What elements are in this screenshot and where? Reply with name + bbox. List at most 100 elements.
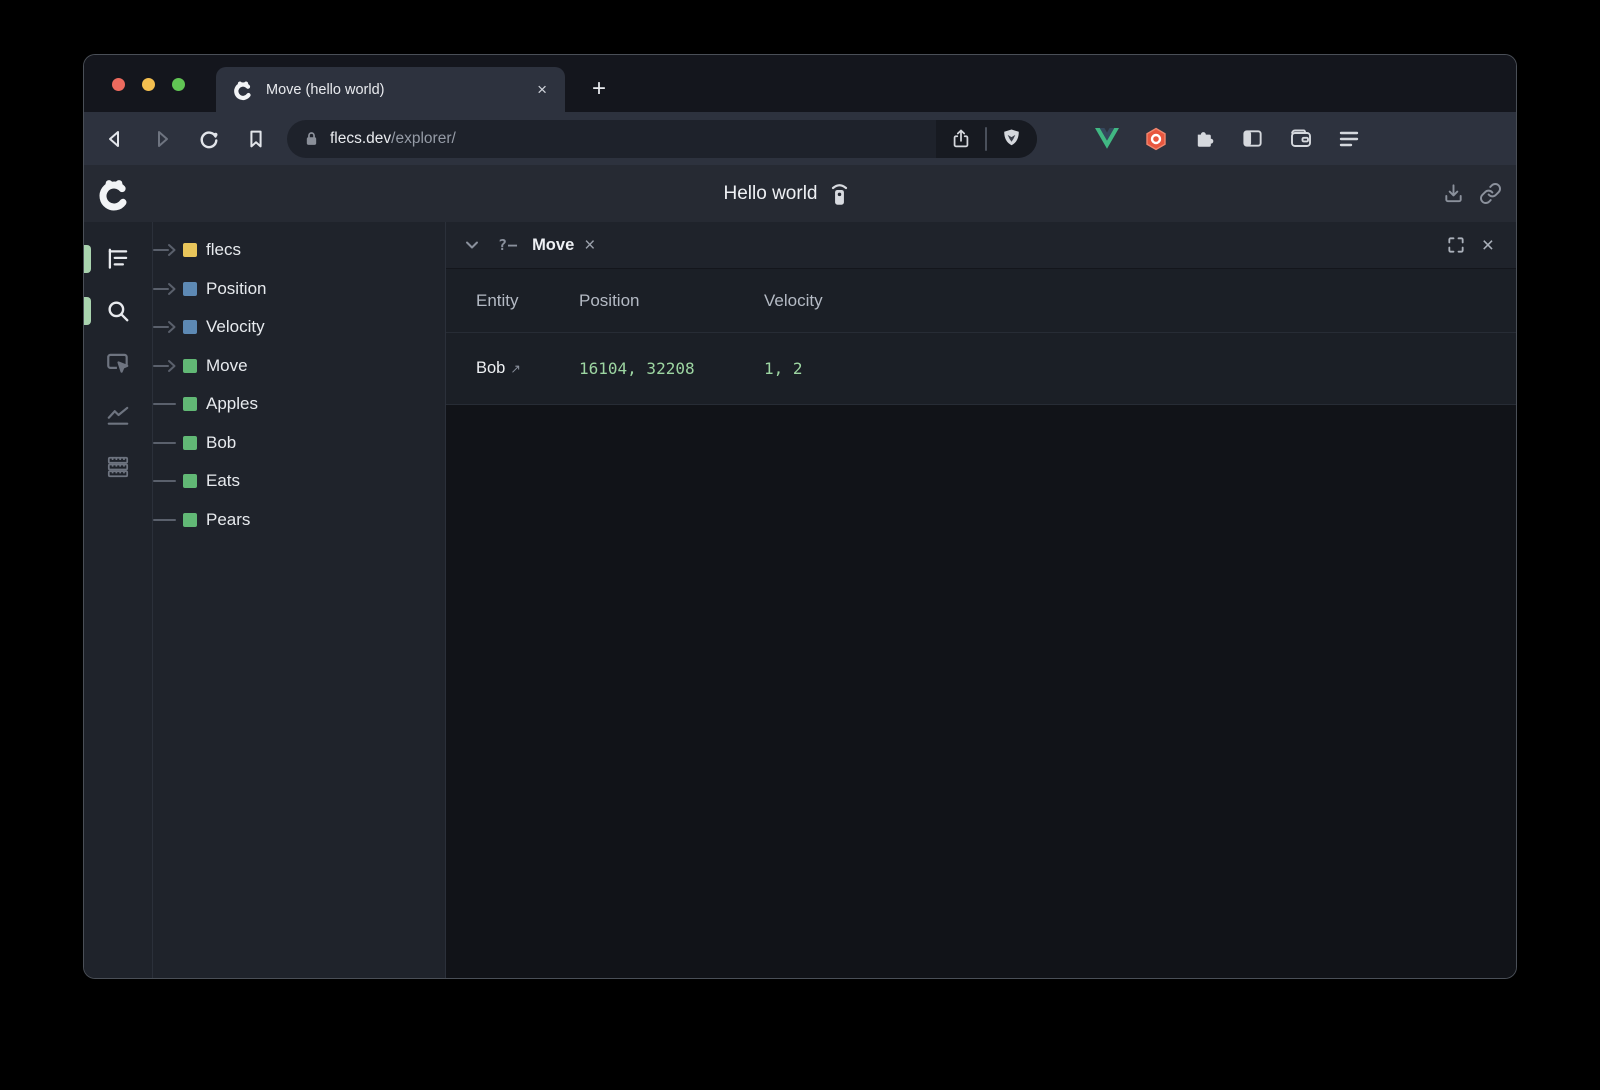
tree-item-velocity[interactable]: Velocity (153, 308, 445, 347)
entity-color-swatch (183, 512, 197, 527)
world-title: Hello world (723, 182, 818, 204)
query-panel: ?– Move × × En (445, 222, 1516, 978)
entity-color-swatch (183, 243, 197, 258)
url-path: /explorer/ (391, 129, 456, 147)
brave-shield-icon[interactable] (1000, 127, 1023, 150)
column-header-velocity[interactable]: Velocity (764, 290, 823, 310)
tab-title: Move (hello world) (266, 81, 385, 98)
inspector-icon[interactable] (105, 350, 131, 376)
extension-hexagon-icon[interactable] (1144, 127, 1168, 151)
tree-item-apples[interactable]: Apples (153, 385, 445, 424)
entity-color-swatch (183, 358, 197, 373)
query-panel-empty-area (446, 405, 1516, 978)
extensions-puzzle-icon[interactable] (1193, 127, 1216, 150)
download-icon[interactable] (1442, 182, 1465, 205)
tree-item-move[interactable]: Move (153, 347, 445, 386)
expand-arrow-icon[interactable] (153, 277, 181, 301)
query-badge: ?– (498, 236, 519, 254)
tree-item-label: Pears (206, 509, 251, 529)
bookmark-icon[interactable] (239, 122, 273, 156)
new-tab-button[interactable]: + (592, 75, 607, 102)
entity-open-link-icon[interactable]: ↗ (510, 362, 521, 376)
query-panel-controls: × (1446, 235, 1494, 256)
tree-item-label: Position (206, 278, 267, 298)
query-results-table: Entity Position Velocity Bob ↗ 16104, 322… (446, 269, 1516, 405)
tool-strip (84, 222, 152, 978)
query-clear-icon[interactable]: × (584, 234, 596, 256)
entity-name[interactable]: Bob (476, 359, 506, 377)
menu-icon[interactable] (1338, 129, 1360, 149)
tree-item-label: Apples (206, 394, 258, 414)
urlbar-right-controls (936, 119, 1037, 158)
minimize-window-button[interactable] (142, 78, 155, 91)
chart-icon[interactable] (105, 402, 131, 428)
leaf-connector (153, 431, 181, 455)
search-icon[interactable] (105, 298, 131, 324)
tree-item-label: Eats (206, 471, 241, 491)
browser-toolbar: flecs.dev/explorer/ (84, 112, 1516, 165)
tree-item-label: Bob (206, 432, 237, 452)
tab-bar: Move (hello world) × + (84, 55, 1516, 112)
position-value: 16104, 32208 (579, 359, 695, 378)
back-button[interactable] (98, 122, 132, 156)
expand-arrow-icon[interactable] (153, 354, 181, 378)
tree-item-eats[interactable]: Eats (153, 462, 445, 501)
query-panel-active-indicator (84, 297, 91, 325)
tree-view-icon[interactable] (105, 246, 131, 272)
traffic-lights (112, 78, 185, 91)
entity-color-swatch (183, 474, 197, 489)
expand-arrow-icon[interactable] (153, 238, 181, 262)
expand-arrow-icon[interactable] (153, 315, 181, 339)
toolbar-divider (985, 126, 987, 151)
column-header-position[interactable]: Position (579, 290, 640, 310)
entity-tree-panel: flecs Position Velocity (152, 222, 445, 978)
app-header-actions (1442, 182, 1502, 205)
query-panel-header: ?– Move × × (446, 222, 1516, 269)
sidebar-toggle-icon[interactable] (1241, 127, 1264, 150)
tree-item-label: flecs (206, 240, 241, 260)
entity-color-swatch (183, 281, 197, 296)
leaf-connector (153, 392, 181, 416)
lock-icon (303, 130, 320, 147)
tree-item-label: Move (206, 355, 248, 375)
entity-color-swatch (183, 397, 197, 412)
stats-icon[interactable] (105, 454, 131, 480)
flecs-logo-icon[interactable] (96, 176, 132, 212)
remote-connection-icon[interactable] (829, 182, 850, 206)
entity-cell: Bob ↗ (476, 359, 579, 378)
tree-panel-active-indicator (84, 245, 91, 273)
app-header: Hello world (84, 165, 1516, 222)
extension-icons (1095, 127, 1360, 151)
flecs-favicon-icon (232, 79, 254, 101)
tree-item-flecs[interactable]: flecs (153, 231, 445, 270)
tree-item-bob[interactable]: Bob (153, 424, 445, 463)
wallet-icon[interactable] (1289, 127, 1313, 151)
reload-button[interactable] (192, 122, 226, 156)
browser-window: Move (hello world) × + (84, 55, 1516, 978)
collapse-chevron-icon[interactable] (462, 235, 482, 255)
leaf-connector (153, 469, 181, 493)
panel-close-icon[interactable]: × (1481, 233, 1494, 257)
velocity-value: 1, 2 (764, 359, 803, 378)
close-window-button[interactable] (112, 78, 125, 91)
address-bar[interactable]: flecs.dev/explorer/ (287, 119, 1037, 158)
tab-close-icon[interactable]: × (537, 80, 547, 99)
vue-devtools-icon[interactable] (1095, 128, 1119, 149)
leaf-connector (153, 508, 181, 532)
tree-item-position[interactable]: Position (153, 270, 445, 309)
tree-item-label: Velocity (206, 317, 265, 337)
entity-color-swatch (183, 320, 197, 335)
share-icon[interactable] (950, 128, 972, 150)
browser-tab[interactable]: Move (hello world) × (216, 67, 565, 112)
forward-button[interactable] (145, 122, 179, 156)
tree-item-pears[interactable]: Pears (153, 501, 445, 540)
zoom-window-button[interactable] (172, 78, 185, 91)
app-content: flecs Position Velocity (84, 222, 1516, 978)
url-domain: flecs.dev (330, 129, 392, 147)
world-title-group: Hello world (132, 182, 1442, 206)
fullscreen-icon[interactable] (1446, 235, 1466, 255)
table-row[interactable]: Bob ↗ 16104, 32208 1, 2 (446, 333, 1516, 405)
link-icon[interactable] (1479, 182, 1502, 205)
table-header-row: Entity Position Velocity (446, 269, 1516, 333)
column-header-entity[interactable]: Entity (476, 290, 519, 310)
